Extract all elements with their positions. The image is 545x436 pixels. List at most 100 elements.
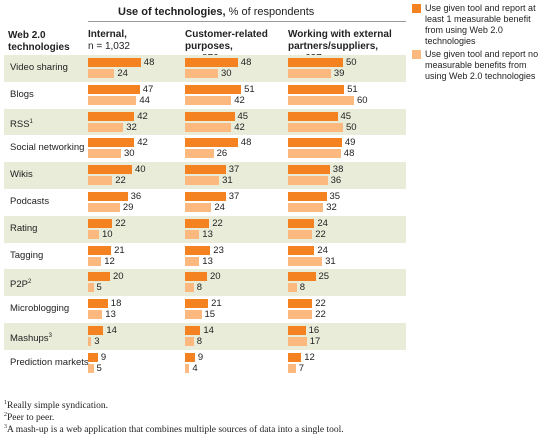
bar-no-benefit — [288, 95, 354, 105]
category-label-text: Social networking — [10, 142, 85, 154]
value-label-benefit: 40 — [135, 164, 146, 176]
bar-benefit — [185, 111, 235, 121]
category-label-text: Microblogging — [10, 303, 70, 315]
bar-no-benefit — [185, 95, 232, 105]
value-label-no-benefit: 17 — [309, 336, 321, 347]
category-label-text: Tagging — [10, 249, 44, 261]
value-label-no-benefit: 42 — [234, 94, 245, 106]
group-title-line: Customer-related — [185, 29, 268, 40]
bar-no-benefit — [185, 229, 200, 239]
bar-benefit — [185, 299, 209, 309]
category-label: Prediction markets — [10, 357, 89, 369]
value-label-benefit: 45 — [340, 110, 352, 122]
value-label-benefit: 22 — [212, 217, 223, 229]
value-label-no-benefit: 7 — [298, 362, 304, 374]
value-label-benefit: 22 — [315, 298, 326, 310]
category-label: Rating — [10, 223, 37, 235]
category-label-text: Rating — [10, 222, 38, 234]
bar-no-benefit — [88, 149, 121, 159]
bar-no-benefit — [288, 149, 341, 159]
bar-no-benefit — [288, 363, 296, 373]
bar-benefit — [185, 352, 195, 362]
footnote-mark: 3 — [48, 333, 52, 339]
value-label-no-benefit: 13 — [202, 255, 213, 267]
bar-benefit — [185, 58, 238, 67]
value-label-benefit: 9 — [100, 351, 107, 363]
value-label-benefit: 49 — [344, 137, 356, 149]
bar-no-benefit — [288, 122, 343, 132]
bar-no-benefit — [88, 283, 94, 293]
value-label-benefit: 20 — [210, 271, 221, 283]
row-header: Web 2.0 technologies — [8, 30, 70, 54]
footnote-mark: 2 — [4, 412, 7, 418]
category-label-text: Mashups — [10, 333, 49, 345]
category-label: RSS1 — [10, 116, 33, 131]
bar-no-benefit — [288, 283, 297, 293]
bar-no-benefit — [185, 203, 212, 212]
value-label-no-benefit: 8 — [196, 336, 203, 347]
value-label-no-benefit: 32 — [126, 121, 137, 133]
bar-benefit — [288, 192, 327, 201]
category-label: Mashups3 — [10, 330, 52, 345]
category-label: Microblogging — [10, 303, 69, 315]
bar-benefit — [88, 192, 128, 201]
value-label-no-benefit: 5 — [96, 362, 102, 374]
value-label-no-benefit: 3 — [94, 336, 100, 347]
bar-benefit — [185, 192, 226, 201]
bar-no-benefit — [185, 310, 202, 320]
footnote-text: A mash-up is a web application that comb… — [7, 425, 344, 436]
bar-benefit — [185, 84, 242, 94]
category-label: Podcasts — [10, 196, 49, 208]
bar-no-benefit — [185, 122, 232, 132]
value-label-benefit: 51 — [244, 83, 255, 95]
category-label-text: Podcasts — [10, 196, 50, 207]
value-label-benefit: 22 — [115, 217, 126, 229]
value-label-benefit: 45 — [237, 110, 249, 122]
bar-benefit — [288, 138, 342, 148]
value-label-benefit: 42 — [137, 137, 148, 149]
value-label-benefit: 9 — [197, 351, 204, 363]
value-label-no-benefit: 24 — [214, 202, 225, 213]
category-label-text: Blogs — [10, 88, 34, 100]
bar-benefit — [185, 245, 211, 255]
bar-no-benefit — [288, 69, 331, 78]
value-label-benefit: 23 — [213, 244, 224, 256]
chart-subtitle: % of respondents — [228, 6, 315, 18]
value-label-no-benefit: 48 — [343, 148, 355, 160]
value-label-no-benefit: 60 — [357, 94, 368, 106]
value-label-benefit: 47 — [142, 83, 154, 95]
title-rule — [88, 21, 406, 22]
value-label-benefit: 25 — [318, 271, 330, 283]
value-label-no-benefit: 8 — [299, 282, 306, 294]
footnote-text: Peer to peer. — [7, 413, 55, 424]
bar-benefit — [288, 326, 306, 335]
value-label-no-benefit: 15 — [204, 309, 216, 321]
group-title-line: Internal, — [88, 29, 127, 40]
group-header: Internal, n = 1,032 — [88, 29, 130, 53]
bar-benefit — [88, 138, 135, 148]
legend-swatch-benefit — [412, 4, 421, 13]
bar-no-benefit — [185, 363, 190, 373]
value-label-no-benefit: 31 — [222, 175, 233, 187]
value-label-no-benefit: 26 — [216, 148, 228, 160]
bar-benefit — [185, 138, 238, 148]
footnote: 3A mash-up is a web application that com… — [4, 422, 344, 436]
value-label-no-benefit: 44 — [139, 94, 150, 106]
bar-no-benefit — [288, 256, 323, 266]
value-label-no-benefit: 50 — [346, 121, 357, 133]
bar-no-benefit — [288, 203, 324, 212]
value-label-no-benefit: 36 — [330, 175, 342, 187]
value-label-benefit: 42 — [137, 110, 148, 122]
bar-benefit — [88, 326, 104, 335]
row-header-line: technologies — [8, 42, 70, 53]
bar-benefit — [185, 165, 226, 175]
value-label-benefit: 48 — [240, 137, 252, 149]
group-title-line: Working with external — [288, 29, 392, 40]
bar-no-benefit — [88, 203, 120, 212]
bar-benefit — [88, 352, 98, 362]
bar-no-benefit — [288, 176, 328, 186]
bar-no-benefit — [88, 122, 124, 132]
bar-no-benefit — [185, 283, 194, 293]
value-label-benefit: 18 — [110, 298, 122, 310]
bar-benefit — [88, 245, 112, 255]
